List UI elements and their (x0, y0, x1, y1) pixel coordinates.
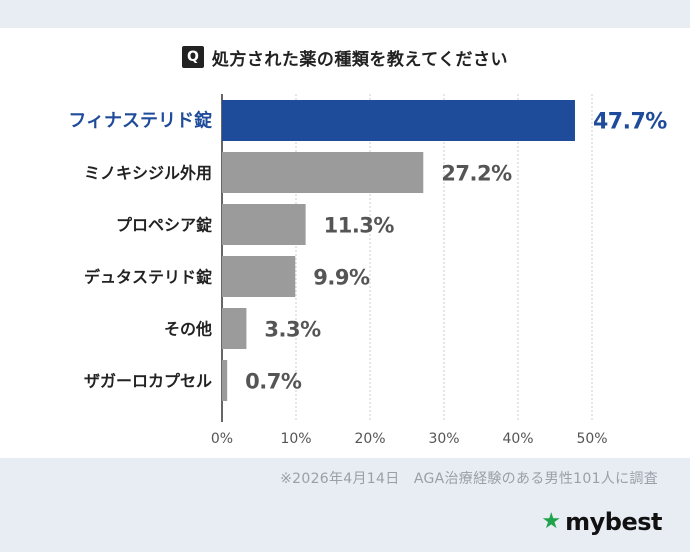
mybest-logo: ★ mybest (541, 508, 662, 536)
bar (222, 360, 228, 401)
x-tick-label: 10% (280, 431, 311, 447)
x-tick-label: 20% (354, 431, 385, 447)
category-label: プロペシア錠 (116, 216, 212, 235)
bar (222, 308, 247, 349)
x-tick-label: 30% (428, 431, 459, 447)
category-label: フィナステリド錠 (68, 110, 212, 132)
x-tick-label: 50% (576, 431, 607, 447)
value-label: 27.2% (441, 162, 512, 186)
logo-text: mybest (565, 508, 662, 536)
value-label: 47.7% (593, 110, 667, 135)
footer-band (0, 458, 690, 552)
x-tick-label: 0% (211, 431, 233, 447)
question-badge: Q (181, 46, 204, 68)
bar (222, 152, 424, 193)
x-tick-label: 40% (502, 431, 533, 447)
value-label: 3.3% (264, 318, 321, 342)
category-label: デュタステリド錠 (84, 268, 212, 287)
survey-footnote: ※2026年4月14日 AGA治療経験のある男性101人に調査 (280, 471, 658, 487)
bar-chart: 0% 10% 20% 30% 40% 50% フィナステリド錠 47.7% ミノキシジル外用 27… (68, 94, 668, 447)
bar (222, 204, 306, 245)
question-title: Q 処方された薬の種類を教えてください (0, 44, 690, 70)
category-label: ザガーロカプセル (84, 372, 212, 391)
value-label: 9.9% (313, 266, 370, 290)
value-label: 0.7% (245, 370, 302, 394)
top-band (0, 0, 690, 28)
category-label: ミノキシジル外用 (84, 164, 212, 183)
value-label: 11.3% (324, 214, 395, 238)
bar (222, 256, 296, 297)
star-icon: ★ (541, 509, 562, 534)
question-text: 処方された薬の種類を教えてください (211, 49, 509, 70)
bar (222, 100, 575, 141)
category-label: その他 (164, 320, 212, 339)
chart-panel (0, 28, 690, 458)
